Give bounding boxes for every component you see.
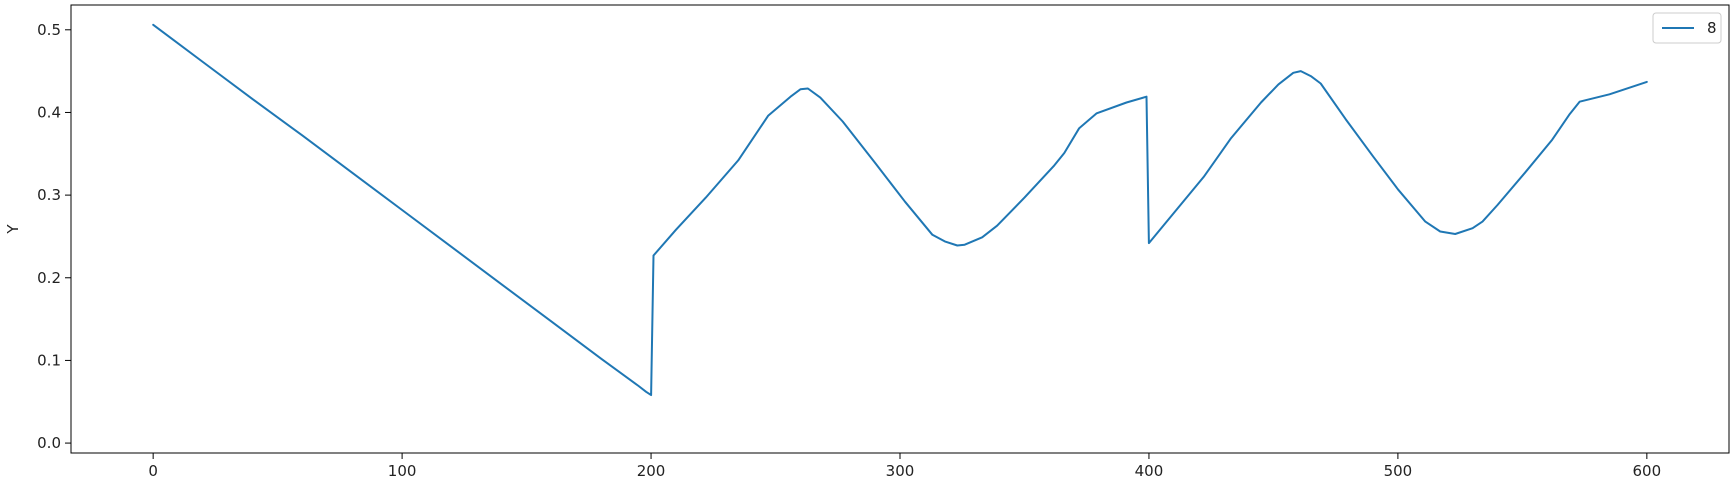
legend-label: 8: [1707, 19, 1717, 37]
x-tick-label: 600: [1633, 462, 1662, 480]
y-tick-label: 0.0: [37, 434, 61, 452]
plot-frame: [70, 4, 1730, 454]
legend: 8: [1652, 12, 1722, 44]
x-tick-label: 300: [886, 462, 915, 480]
y-axis: 0.0 0.1 0.2 0.3 0.4 0.5: [37, 21, 71, 452]
x-tick-label: 200: [637, 462, 666, 480]
y-tick-label: 0.4: [37, 103, 61, 121]
y-tick-label: 0.2: [37, 269, 61, 287]
x-tick-label: 0: [148, 462, 158, 480]
y-tick-label: 0.3: [37, 186, 61, 204]
y-axis-title: Y: [4, 224, 22, 235]
x-tick-label: 400: [1135, 462, 1164, 480]
series-line-8: [152, 23, 1648, 397]
x-tick-label: 500: [1384, 462, 1413, 480]
x-axis: 0 100 200 300 400 500 600: [148, 453, 1661, 480]
plot-area: [71, 5, 1729, 453]
y-tick-label: 0.1: [37, 351, 61, 369]
y-tick-label: 0.5: [37, 21, 61, 39]
x-tick-label: 100: [388, 462, 417, 480]
